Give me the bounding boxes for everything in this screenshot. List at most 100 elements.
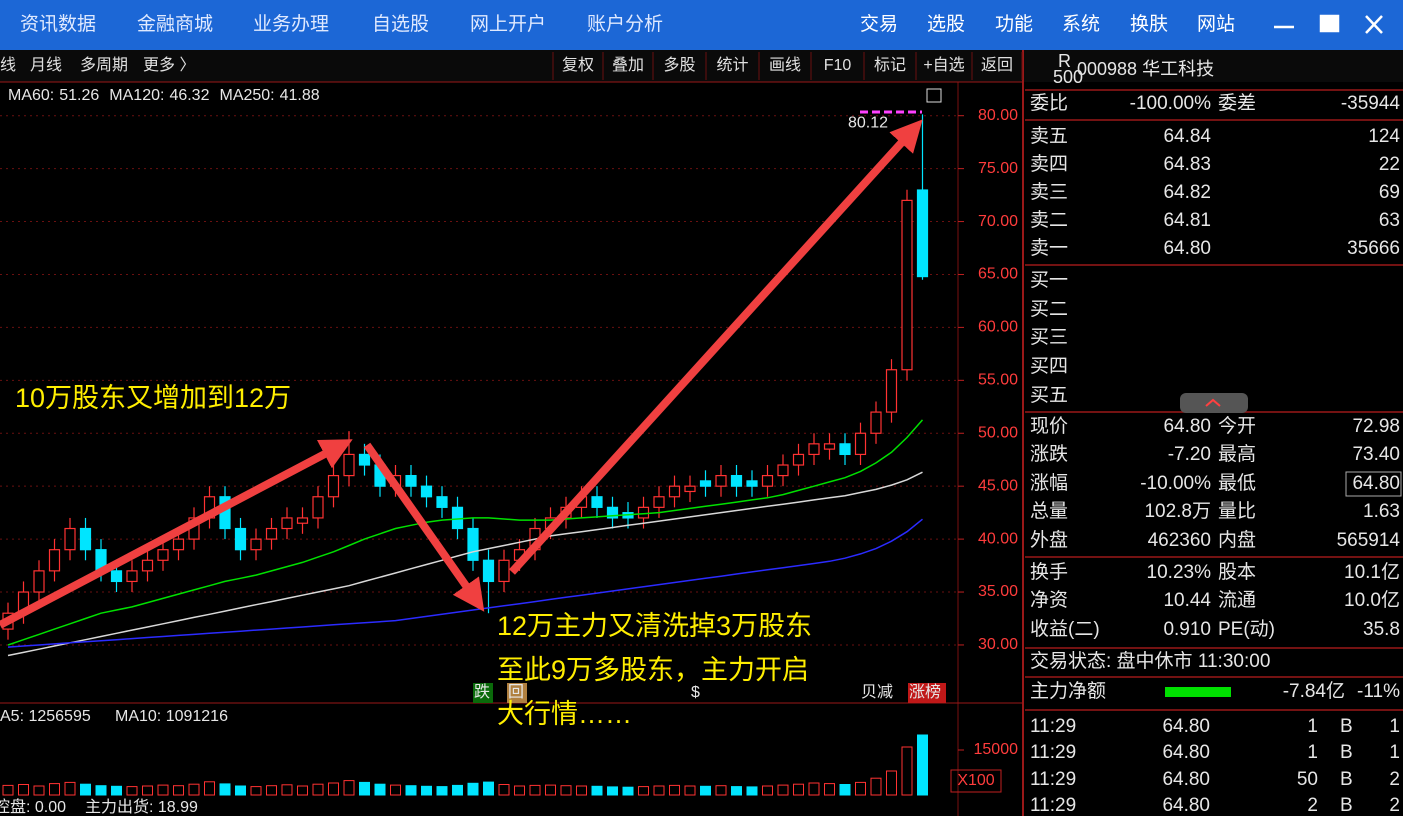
y-tick-label: 65.00 xyxy=(978,266,1018,283)
chart-icon[interactable] xyxy=(926,88,942,103)
quote-cell: 1 xyxy=(1389,742,1400,763)
quote-cell: B xyxy=(1340,769,1353,790)
signal: $ xyxy=(691,684,700,701)
volume-bar xyxy=(545,784,556,796)
scroll-tab[interactable] xyxy=(1180,393,1248,413)
volume-bar xyxy=(219,783,231,796)
candle-body xyxy=(327,474,340,498)
menu-item[interactable]: 业务办理 xyxy=(253,13,329,35)
candle-body xyxy=(451,506,464,530)
quote-cell: 现价 xyxy=(1030,416,1068,437)
volume-bar xyxy=(266,785,277,796)
y-tick-label: 40.00 xyxy=(978,530,1018,547)
quote-cell: 委差 xyxy=(1218,92,1256,114)
candle-body xyxy=(265,527,278,540)
volume-bar xyxy=(467,782,479,796)
candle-body xyxy=(33,570,45,593)
volume-bar xyxy=(157,784,169,796)
unit-box xyxy=(950,769,1002,793)
window-controls[interactable] xyxy=(1274,14,1383,34)
quote-cell: 2 xyxy=(1307,795,1318,816)
menu-item[interactable]: 自选股 xyxy=(372,13,429,35)
quote-cell: 10.23% xyxy=(1147,562,1212,583)
quote-cell: -7.20 xyxy=(1168,444,1211,465)
toolbar-button[interactable]: 标记 xyxy=(874,56,906,74)
toolbar-item[interactable]: 多周期 xyxy=(80,56,128,74)
toolbar-button[interactable]: 返回 xyxy=(981,56,1013,74)
candle-body xyxy=(901,199,913,371)
toolbar-item[interactable]: 月线 xyxy=(30,56,62,74)
volume-bar xyxy=(638,786,649,796)
menu-item[interactable]: 系统 xyxy=(1062,13,1100,35)
quote-cell: -100.00% xyxy=(1130,93,1211,114)
volume-bar xyxy=(405,785,417,796)
y-tick-label: 50.00 xyxy=(978,424,1018,441)
toolbar-button[interactable]: 多股 xyxy=(663,56,695,74)
signal: 跌 xyxy=(474,683,490,701)
annotation: 至此9万多股东，主力开启 xyxy=(497,655,809,685)
menu-item[interactable]: 交易 xyxy=(860,13,898,35)
menu-item[interactable]: 换肤 xyxy=(1130,13,1168,35)
y-tick-label: 35.00 xyxy=(978,583,1018,600)
volume-legend: A5: 1256595 xyxy=(0,708,91,725)
quote-cell: 72.98 xyxy=(1352,416,1400,437)
quote-cell: 最低 xyxy=(1218,472,1256,494)
volume-bar xyxy=(870,777,882,796)
volume-bar xyxy=(731,786,742,796)
menu-item[interactable]: 账户分析 xyxy=(587,13,663,35)
quote-cell: 买三 xyxy=(1030,327,1068,348)
y-tick-label: 70.00 xyxy=(978,213,1018,230)
candle-body xyxy=(668,485,681,498)
y-tick-label: 80.00 xyxy=(978,107,1018,124)
toolbar-button[interactable]: 统计 xyxy=(716,56,748,74)
menu-item[interactable]: 网上开户 xyxy=(470,13,546,35)
candle-body xyxy=(870,411,882,434)
quote-cell: 462360 xyxy=(1148,530,1211,551)
quote-cell: 内盘 xyxy=(1218,529,1256,551)
toolbar-button[interactable]: 画线 xyxy=(769,56,801,74)
quote-cell: 64.80 xyxy=(1163,416,1211,437)
menu-item[interactable]: 选股 xyxy=(927,13,965,35)
candle-body xyxy=(296,517,309,524)
volume-bar xyxy=(80,783,91,796)
toolbar-item[interactable]: 线 xyxy=(0,56,16,74)
toolbar-item[interactable]: 更多 〉 xyxy=(143,56,195,74)
menu-item[interactable]: 功能 xyxy=(995,13,1033,35)
annotation-arrows xyxy=(0,119,923,629)
quote-cell: 64.80 xyxy=(1163,238,1211,259)
candle-body xyxy=(281,517,293,530)
menu-item[interactable]: 资讯数据 xyxy=(20,13,96,35)
annotation: 10万股东又增加到12万 xyxy=(15,383,291,413)
flow-bar xyxy=(1165,687,1231,697)
toolbar-button[interactable]: 复权 xyxy=(562,56,594,74)
quote-cell: -35944 xyxy=(1341,93,1401,114)
candle-body xyxy=(312,496,324,519)
volume-bar xyxy=(204,781,215,796)
legend-value: 41.88 xyxy=(280,87,320,104)
legend-value: 46.32 xyxy=(169,87,209,104)
toolbar-button[interactable]: +自选 xyxy=(923,56,964,74)
toolbar-button[interactable]: F10 xyxy=(824,57,852,74)
candle-body xyxy=(498,559,510,583)
toolbar-button[interactable]: 叠加 xyxy=(612,56,644,74)
quote-cell: 2 xyxy=(1389,795,1400,816)
menu-item[interactable]: 网站 xyxy=(1197,13,1235,35)
quote-cell: 今开 xyxy=(1218,415,1256,437)
quote-cell: 卖五 xyxy=(1030,125,1068,147)
candle-body xyxy=(730,474,743,487)
quote-cell: -10.00% xyxy=(1140,473,1211,494)
volume-bar xyxy=(715,785,727,796)
menu-item[interactable]: 金融商城 xyxy=(137,13,213,35)
candle-body xyxy=(839,443,851,456)
candle-body xyxy=(715,474,727,487)
y-tick-label: 15000 xyxy=(974,741,1019,758)
volume-bar xyxy=(188,783,200,796)
quote-cell: 涨幅 xyxy=(1030,472,1068,494)
legend-name: MA250: xyxy=(219,87,274,104)
quote-cell: 换手 xyxy=(1030,561,1068,583)
quote-cell: 卖三 xyxy=(1030,181,1068,203)
volume-bar xyxy=(297,785,308,796)
candle-body xyxy=(172,538,185,551)
quote-cell: 1 xyxy=(1389,716,1400,737)
